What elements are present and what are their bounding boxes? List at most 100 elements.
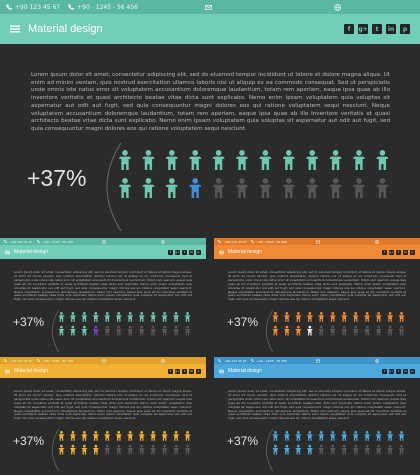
social-icon-3[interactable]: in xyxy=(386,24,396,34)
person-icon xyxy=(115,311,122,322)
mail-icon[interactable] xyxy=(101,240,109,244)
person-icon xyxy=(282,150,295,171)
phone-icon xyxy=(6,4,15,10)
mail-icon[interactable] xyxy=(315,359,323,363)
navbar: Material design f g+ t in p xyxy=(0,14,420,44)
phone-info-2: +90 - 1245 - 56 456 xyxy=(36,359,73,363)
phone-info-2: +90 - 1245 - 56 456 xyxy=(36,240,73,244)
person-icon xyxy=(387,430,393,441)
phone-number: +90 123 45 67 xyxy=(10,239,33,244)
social-icon-3[interactable]: in xyxy=(403,368,408,374)
phone-info-2: +90 - 1245 - 56 456 xyxy=(250,240,287,244)
person-icon xyxy=(329,178,342,199)
person-icon xyxy=(58,430,65,441)
globe-icon[interactable] xyxy=(375,239,382,244)
social-icon-1[interactable]: g+ xyxy=(389,249,394,255)
menu-icon[interactable] xyxy=(5,369,10,374)
stat-percentage: +37% xyxy=(13,315,45,329)
social-icon-2[interactable]: t xyxy=(396,368,401,374)
menu-icon[interactable] xyxy=(219,369,224,374)
menu-icon[interactable] xyxy=(5,250,10,255)
globe-icon[interactable] xyxy=(334,3,344,11)
person-icon xyxy=(92,311,99,322)
social-icon-1[interactable]: g+ xyxy=(175,249,180,255)
social-icon-2[interactable]: t xyxy=(182,249,187,255)
social-icon-0[interactable]: f xyxy=(168,368,173,374)
teal-theme-thumbnail[interactable]: +90 123 45 67 +90 - 1245 - 56 456 Materi… xyxy=(0,238,206,353)
top-info-strip: +90 123 45 67 +90 - 1245 - 56 456 xyxy=(0,0,420,14)
person-icon xyxy=(318,325,324,336)
globe-icon[interactable] xyxy=(161,239,168,244)
social-icon-3[interactable]: in xyxy=(189,249,194,255)
person-icon xyxy=(272,311,279,322)
orange-theme-thumbnail[interactable]: +90 123 45 67 +90 - 1245 - 56 456 Materi… xyxy=(214,238,420,353)
social-icon-4[interactable]: p xyxy=(196,249,201,255)
person-icon xyxy=(259,150,272,171)
person-icon xyxy=(352,311,359,322)
phone-icon xyxy=(250,359,257,362)
globe-icon[interactable] xyxy=(161,358,168,363)
phone-info: +90 123 45 67 xyxy=(218,359,247,363)
person-icon xyxy=(295,325,302,336)
social-icon-4[interactable]: p xyxy=(410,368,415,374)
person-icon xyxy=(212,150,225,171)
person-icon xyxy=(150,430,156,441)
top-info-strip: +90 123 45 67 +90 - 1245 - 56 456 xyxy=(0,357,206,364)
person-icon xyxy=(161,430,168,441)
person-icon xyxy=(92,325,99,336)
social-icon-0[interactable]: f xyxy=(344,24,354,34)
social-icon-3[interactable]: in xyxy=(403,249,408,255)
arc-divider xyxy=(266,428,274,471)
menu-icon[interactable] xyxy=(10,24,20,34)
people-chart xyxy=(272,430,405,455)
person-icon xyxy=(295,430,302,441)
person-icon xyxy=(318,430,324,441)
person-icon xyxy=(375,430,382,441)
phone-number: +90 123 45 67 xyxy=(224,239,247,244)
person-icon xyxy=(115,444,122,455)
social-icon-2[interactable]: t xyxy=(182,368,187,374)
social-icon-0[interactable]: f xyxy=(168,249,173,255)
globe-icon[interactable] xyxy=(375,358,382,363)
social-icon-4[interactable]: p xyxy=(410,249,415,255)
person-icon xyxy=(150,444,156,455)
person-icon xyxy=(352,430,359,441)
person-icon xyxy=(104,444,110,455)
yellow-theme-thumbnail[interactable]: +90 123 45 67 +90 - 1245 - 56 456 Materi… xyxy=(0,357,206,472)
mail-icon[interactable] xyxy=(315,240,323,244)
social-icon-0[interactable]: f xyxy=(382,249,387,255)
person-icon xyxy=(398,430,405,441)
navbar: Material design f g+ t in p xyxy=(0,245,206,259)
social-icon-4[interactable]: p xyxy=(196,368,201,374)
person-icon xyxy=(173,311,179,322)
person-icon xyxy=(341,430,347,441)
person-icon xyxy=(341,311,347,322)
person-icon xyxy=(115,430,122,441)
arc-divider xyxy=(266,309,274,352)
person-icon xyxy=(329,430,336,441)
social-icon-3[interactable]: in xyxy=(189,368,194,374)
social-icon-1[interactable]: g+ xyxy=(389,368,394,374)
person-icon xyxy=(81,430,88,441)
social-icon-1[interactable]: g+ xyxy=(175,368,180,374)
phone-icon xyxy=(36,240,43,243)
navbar: Material design f g+ t in p xyxy=(214,364,420,378)
person-icon xyxy=(306,430,313,441)
site-title: Material design xyxy=(14,249,48,255)
mail-icon[interactable] xyxy=(205,4,215,11)
social-icon-0[interactable]: f xyxy=(382,368,387,374)
social-icon-2[interactable]: t xyxy=(396,249,401,255)
mail-icon[interactable] xyxy=(101,359,109,363)
person-icon xyxy=(142,150,155,171)
social-icon-2[interactable]: t xyxy=(372,24,382,34)
social-icon-4[interactable]: p xyxy=(400,24,410,34)
stat-percentage: +37% xyxy=(27,165,87,191)
body-paragraph: Lorem ipsum dolor sit amet, consectetur … xyxy=(31,72,390,132)
social-icon-1[interactable]: g+ xyxy=(358,24,368,34)
person-icon xyxy=(375,311,382,322)
menu-icon[interactable] xyxy=(219,250,224,255)
person-icon xyxy=(341,325,347,336)
blue-theme-thumbnail[interactable]: +90 123 45 67 +90 - 1245 - 56 456 Materi… xyxy=(214,357,420,472)
body-paragraph: Lorem ipsum dolor sit amet, consectetur … xyxy=(14,389,192,421)
main-slide: +90 123 45 67 +90 - 1245 - 56 456 Materi… xyxy=(0,0,420,234)
